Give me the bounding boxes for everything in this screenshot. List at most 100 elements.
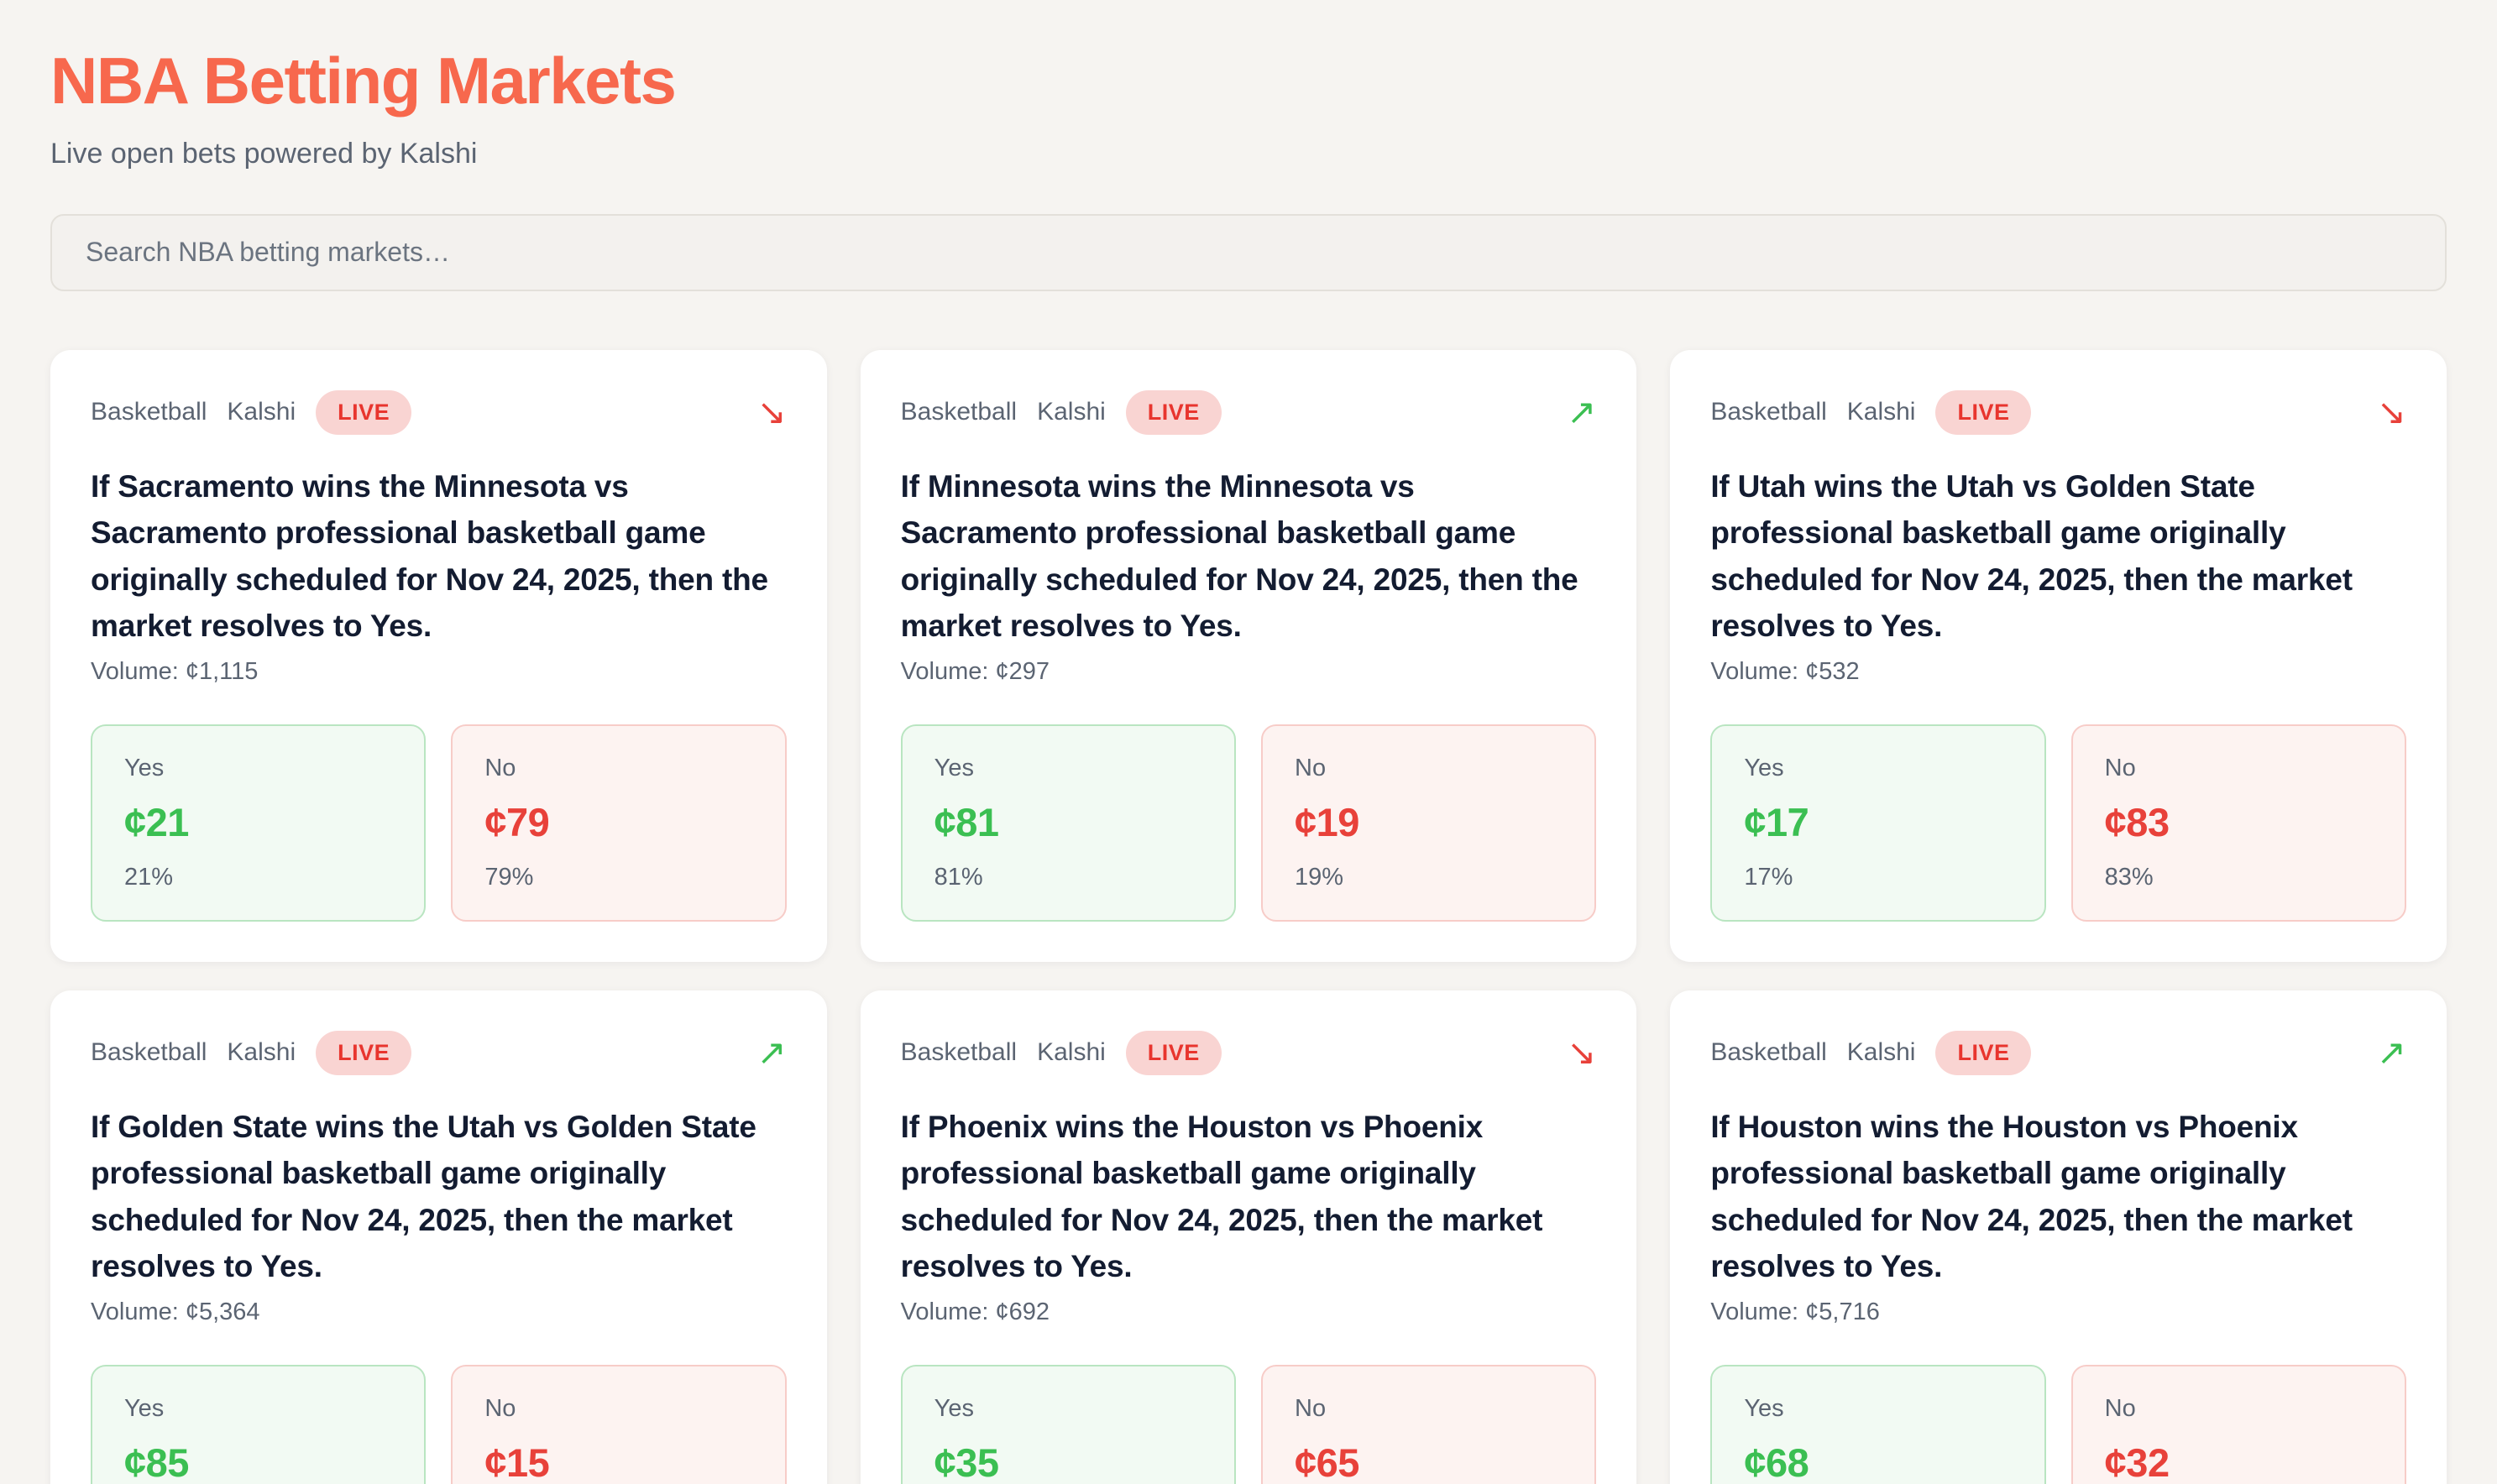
no-label: No xyxy=(1295,754,1327,781)
price-row: Yes ¢21 21% No ¢79 79% xyxy=(91,724,787,922)
card-header: Basketball Kalshi LIVE ↗ xyxy=(91,1030,787,1075)
no-price: ¢15 xyxy=(484,1440,550,1484)
live-badge: LIVE xyxy=(316,389,412,435)
yes-price-button[interactable]: Yes ¢35 35% xyxy=(900,1364,1236,1484)
card-header: Basketball Kalshi LIVE ↘ xyxy=(91,389,787,435)
source-tag: Kalshi xyxy=(1037,1038,1106,1067)
market-volume: Volume: ¢1,115 xyxy=(91,657,259,685)
live-badge: LIVE xyxy=(316,1030,412,1075)
yes-label: Yes xyxy=(124,1394,165,1422)
source-tag: Kalshi xyxy=(1846,1038,1916,1067)
category-tag: Basketball xyxy=(900,1038,1018,1067)
price-row: Yes ¢35 35% No ¢65 65% xyxy=(900,1364,1597,1484)
live-badge: LIVE xyxy=(1935,389,2032,435)
yes-price-button[interactable]: Yes ¢21 21% xyxy=(91,724,427,922)
tag-list: Basketball Kalshi LIVE xyxy=(900,389,1222,435)
no-price-button[interactable]: No ¢19 19% xyxy=(1261,724,1597,922)
yes-price-button[interactable]: Yes ¢68 68% xyxy=(1710,1364,2046,1484)
trend-up-icon: ↗ xyxy=(1567,391,1597,433)
no-label: No xyxy=(1295,1394,1327,1422)
no-percent: 79% xyxy=(484,863,534,891)
no-price-button[interactable]: No ¢15 15% xyxy=(451,1364,787,1484)
source-tag: Kalshi xyxy=(1846,398,1916,426)
source-tag: Kalshi xyxy=(1037,398,1106,426)
market-volume: Volume: ¢297 xyxy=(900,657,1050,685)
yes-price: ¢17 xyxy=(1744,799,1809,844)
price-row: Yes ¢85 85% No ¢15 15% xyxy=(91,1364,787,1484)
no-percent: 19% xyxy=(1295,863,1344,891)
market-title: If Sacramento wins the Minnesota vs Sacr… xyxy=(91,468,768,644)
tag-list: Basketball Kalshi LIVE xyxy=(1710,1030,2032,1075)
market-volume: Volume: ¢5,364 xyxy=(91,1298,260,1325)
tag-list: Basketball Kalshi LIVE xyxy=(91,389,412,435)
category-tag: Basketball xyxy=(1710,1038,1827,1067)
yes-price: ¢68 xyxy=(1744,1440,1809,1484)
yes-price-button[interactable]: Yes ¢81 81% xyxy=(900,724,1236,922)
market-title: If Phoenix wins the Houston vs Phoenix p… xyxy=(900,1109,1543,1284)
market-card[interactable]: Basketball Kalshi LIVE ↗ If Houston wins… xyxy=(1670,990,2447,1484)
yes-price-button[interactable]: Yes ¢85 85% xyxy=(91,1364,427,1484)
live-badge: LIVE xyxy=(1125,1030,1222,1075)
market-volume: Volume: ¢5,716 xyxy=(1710,1298,1880,1325)
trend-up-icon: ↗ xyxy=(2376,1032,2406,1074)
live-badge: LIVE xyxy=(1935,1030,2032,1075)
market-card[interactable]: Basketball Kalshi LIVE ↗ If Golden State… xyxy=(50,990,827,1484)
search-input[interactable] xyxy=(50,213,2447,291)
price-row: Yes ¢81 81% No ¢19 19% xyxy=(900,724,1597,922)
no-price-button[interactable]: No ¢65 65% xyxy=(1261,1364,1597,1484)
no-price: ¢32 xyxy=(2104,1440,2170,1484)
no-label: No xyxy=(484,1394,516,1422)
category-tag: Basketball xyxy=(900,398,1018,426)
price-row: Yes ¢68 68% No ¢32 32% xyxy=(1710,1364,2407,1484)
source-tag: Kalshi xyxy=(227,1038,296,1067)
card-header: Basketball Kalshi LIVE ↘ xyxy=(1710,389,2406,435)
tag-list: Basketball Kalshi LIVE xyxy=(900,1030,1222,1075)
yes-percent: 81% xyxy=(934,863,983,891)
no-price-button[interactable]: No ¢32 32% xyxy=(2070,1364,2407,1484)
market-card[interactable]: Basketball Kalshi LIVE ↗ If Minnesota wi… xyxy=(860,349,1637,962)
yes-price-button[interactable]: Yes ¢17 17% xyxy=(1710,724,2046,922)
market-card[interactable]: Basketball Kalshi LIVE ↘ If Utah wins th… xyxy=(1670,349,2447,962)
yes-label: Yes xyxy=(124,754,165,781)
no-percent: 83% xyxy=(2104,863,2154,891)
no-price: ¢65 xyxy=(1295,1440,1359,1484)
price-row: Yes ¢17 17% No ¢83 83% xyxy=(1710,724,2407,922)
trend-up-icon: ↗ xyxy=(756,1032,787,1074)
no-label: No xyxy=(2104,754,2136,781)
tag-list: Basketball Kalshi LIVE xyxy=(91,1030,412,1075)
trend-down-icon: ↘ xyxy=(756,391,787,433)
no-price: ¢79 xyxy=(484,799,550,844)
trend-down-icon: ↘ xyxy=(2376,391,2406,433)
yes-label: Yes xyxy=(934,1394,974,1422)
no-price-button[interactable]: No ¢83 83% xyxy=(2070,724,2407,922)
no-label: No xyxy=(2104,1394,2136,1422)
market-title: If Houston wins the Houston vs Phoenix p… xyxy=(1710,1109,2353,1284)
card-header: Basketball Kalshi LIVE ↗ xyxy=(900,389,1597,435)
yes-percent: 17% xyxy=(1744,863,1793,891)
market-card[interactable]: Basketball Kalshi LIVE ↘ If Sacramento w… xyxy=(50,349,827,962)
page-title: NBA Betting Markets xyxy=(50,44,677,118)
market-title: If Minnesota wins the Minnesota vs Sacra… xyxy=(900,468,1578,644)
yes-price: ¢85 xyxy=(124,1440,189,1484)
card-header: Basketball Kalshi LIVE ↗ xyxy=(1710,1030,2406,1075)
card-header: Basketball Kalshi LIVE ↘ xyxy=(900,1030,1597,1075)
yes-label: Yes xyxy=(1744,1394,1784,1422)
no-price: ¢83 xyxy=(2104,799,2170,844)
market-volume: Volume: ¢532 xyxy=(1710,657,1860,685)
tag-list: Basketball Kalshi LIVE xyxy=(1710,389,2032,435)
market-title: If Utah wins the Utah vs Golden State pr… xyxy=(1710,468,2353,644)
page-subtitle: Live open bets powered by Kalshi xyxy=(50,137,478,170)
category-tag: Basketball xyxy=(91,1038,207,1067)
yes-percent: 21% xyxy=(124,863,174,891)
market-card[interactable]: Basketball Kalshi LIVE ↘ If Phoenix wins… xyxy=(860,990,1637,1484)
category-tag: Basketball xyxy=(91,398,207,426)
market-title: If Golden State wins the Utah vs Golden … xyxy=(91,1109,756,1284)
source-tag: Kalshi xyxy=(227,398,296,426)
yes-label: Yes xyxy=(934,754,974,781)
market-volume: Volume: ¢692 xyxy=(900,1298,1050,1325)
markets-grid: Basketball Kalshi LIVE ↘ If Sacramento w… xyxy=(50,349,2447,1484)
trend-down-icon: ↘ xyxy=(1567,1032,1597,1074)
no-price-button[interactable]: No ¢79 79% xyxy=(451,724,787,922)
yes-price: ¢81 xyxy=(934,799,999,844)
